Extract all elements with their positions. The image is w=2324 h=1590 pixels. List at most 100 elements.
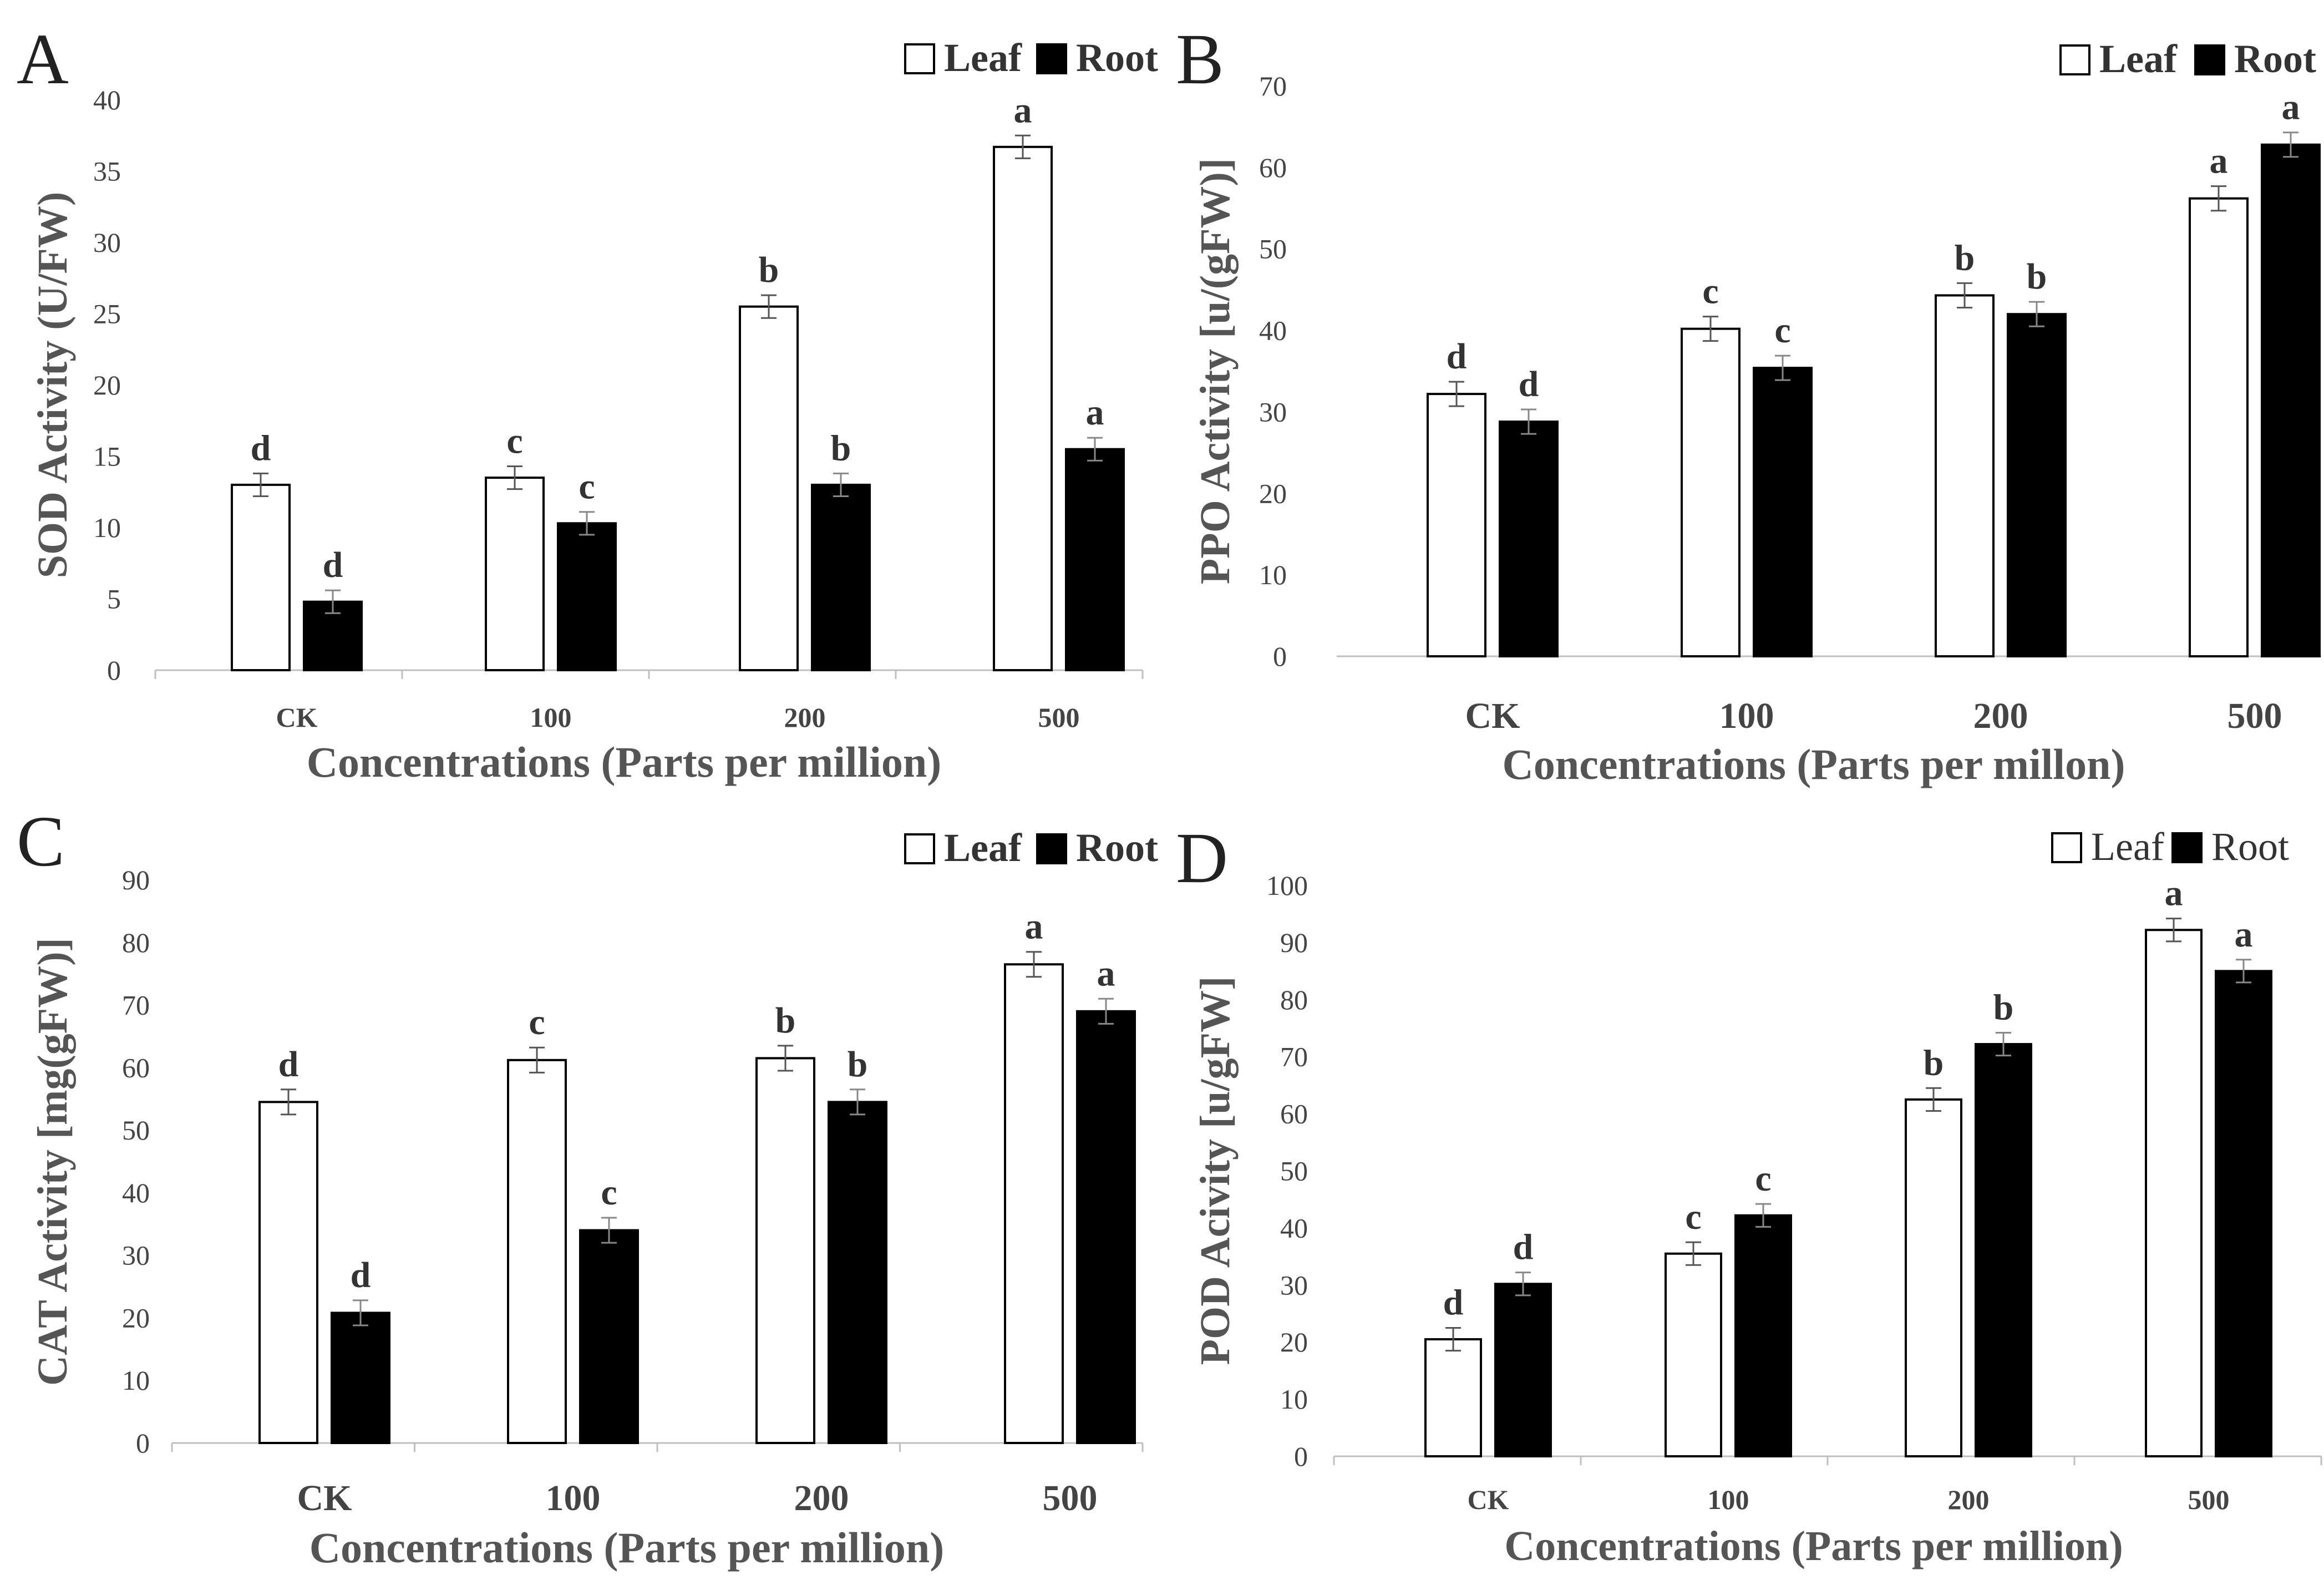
panel-letter: D — [1176, 818, 1228, 898]
x-category-label: CK — [1465, 696, 1520, 736]
legend: Leaf Root — [904, 36, 1158, 80]
x-category-label: CK — [297, 1478, 352, 1518]
y-tick-label: 70 — [1259, 70, 1287, 102]
significance-label: a — [2235, 914, 2253, 955]
bar-root-200 — [2007, 313, 2067, 657]
error-bar — [579, 511, 595, 536]
significance-label: d — [1443, 1282, 1464, 1323]
bar-leaf-200 — [1905, 1098, 1962, 1457]
y-tick-label: 0 — [136, 1427, 150, 1459]
bar-leaf-200 — [1935, 294, 1995, 657]
x-category-label: 200 — [1948, 1484, 1990, 1515]
y-tick-label: 40 — [1259, 315, 1287, 346]
error-bar — [2236, 959, 2251, 984]
bar-leaf-500 — [2189, 197, 2249, 658]
y-tick-label: 10 — [1280, 1384, 1308, 1415]
y-tick-label: 100 — [1266, 870, 1308, 901]
error-bar — [1775, 355, 1790, 381]
significance-label: b — [1924, 1042, 1944, 1083]
significance-label: c — [579, 467, 595, 507]
x-axis-title: Concentrations (Parts per million) — [1504, 1523, 2123, 1569]
significance-label: a — [1025, 907, 1043, 947]
significance-label: d — [1513, 1227, 1534, 1268]
bar-leaf-500 — [1004, 963, 1064, 1444]
y-tick-label: 40 — [1280, 1212, 1308, 1243]
legend-label-root: Root — [2211, 824, 2289, 869]
error-bar — [778, 1045, 793, 1072]
y-axis-title: PPO Activity [u/(gFW)] — [1192, 158, 1239, 584]
x-category-label: 500 — [1043, 1478, 1098, 1518]
x-axis-title: Concentrations (Parts per million) — [309, 1523, 945, 1572]
legend-label-leaf: Leaf — [944, 36, 1022, 80]
y-tick-label: 50 — [1280, 1156, 1308, 1187]
x-category-label: 200 — [784, 702, 826, 733]
chart-panel-d: D 0 10 20 30 40 50 60 70 80 90 100 d d CK c c 100 b b 200 a a 5… — [1176, 818, 2322, 1569]
error-bar — [325, 589, 341, 614]
y-tick-label: 80 — [1280, 984, 1308, 1015]
y-tick-label: 30 — [122, 1240, 150, 1271]
significance-label: a — [2165, 873, 2183, 914]
bar-leaf-200 — [739, 305, 799, 671]
legend-swatch-root — [1036, 833, 1067, 864]
legend: Leaf Root — [2051, 824, 2289, 869]
y-tick-label: 70 — [1280, 1041, 1308, 1072]
significance-label: c — [506, 421, 522, 461]
legend-swatch-leaf — [2051, 832, 2082, 863]
y-tick-label: 0 — [1273, 641, 1287, 672]
error-bar — [2211, 185, 2226, 212]
error-bar — [833, 472, 849, 497]
x-category-label: CK — [1468, 1484, 1509, 1515]
bar-leaf-ck — [258, 1101, 318, 1444]
error-bar — [1686, 1241, 1701, 1266]
legend-label-leaf: Leaf — [944, 826, 1022, 870]
error-bar — [850, 1088, 865, 1116]
significance-label: b — [1955, 237, 1975, 278]
chart-panel-c: C 0 10 20 30 40 50 60 70 80 90 d d CK c c 100 b b 200 a a 500 C… — [17, 802, 1158, 1572]
bar-root-100 — [1734, 1214, 1792, 1457]
x-category-label: 100 — [530, 702, 572, 733]
y-tick-label: 80 — [122, 927, 150, 958]
y-tick-label: 20 — [1280, 1326, 1308, 1358]
bar-root-100 — [579, 1229, 639, 1445]
bar-leaf-200 — [755, 1057, 815, 1444]
y-tick-label: 60 — [122, 1052, 150, 1083]
chart-panel-b: B 0 10 20 30 40 50 60 70 d d CK c c 100 b b 200 a a 500 Conce… — [1176, 19, 2321, 788]
significance-label: d — [251, 428, 271, 468]
legend-swatch-leaf — [904, 833, 935, 864]
bar-leaf-500 — [993, 145, 1053, 671]
legend-swatch-root — [2194, 44, 2225, 75]
bar-leaf-100 — [1681, 327, 1741, 657]
legend-label-root: Root — [1076, 826, 1158, 870]
y-tick-label: 50 — [122, 1115, 150, 1146]
error-bar — [1521, 408, 1536, 435]
significance-label: b — [2027, 256, 2047, 297]
significance-label: c — [1774, 310, 1790, 351]
y-tick-label: 50 — [1259, 234, 1287, 265]
error-bar — [761, 294, 777, 319]
legend: Leaf Root — [904, 826, 1158, 870]
error-bar — [1755, 1203, 1771, 1228]
legend-label-leaf: Leaf — [2099, 37, 2178, 81]
significance-label: d — [278, 1044, 299, 1085]
x-category-label: 500 — [1038, 702, 1080, 733]
error-bar — [353, 1299, 368, 1326]
bar-root-ck — [1494, 1283, 1552, 1457]
y-tick-label: 5 — [107, 584, 121, 615]
error-bar — [281, 1088, 296, 1116]
error-bar — [1098, 997, 1114, 1025]
significance-label: a — [1097, 953, 1115, 994]
bar-root-500 — [2215, 970, 2272, 1457]
y-tick-label: 15 — [93, 441, 121, 472]
significance-label: a — [2282, 87, 2300, 128]
x-category-label: 100 — [546, 1478, 601, 1518]
y-tick-label: 90 — [122, 864, 150, 895]
y-tick-label: 30 — [93, 227, 121, 258]
y-tick-label: 40 — [122, 1177, 150, 1208]
y-tick-label: 10 — [93, 512, 121, 543]
bar-root-ck — [1499, 421, 1559, 658]
error-bar — [1703, 316, 1718, 342]
y-tick-label: 0 — [1294, 1441, 1308, 1472]
error-bar — [529, 1046, 545, 1073]
legend-swatch-root — [1036, 43, 1067, 74]
y-tick-label: 20 — [122, 1302, 150, 1333]
